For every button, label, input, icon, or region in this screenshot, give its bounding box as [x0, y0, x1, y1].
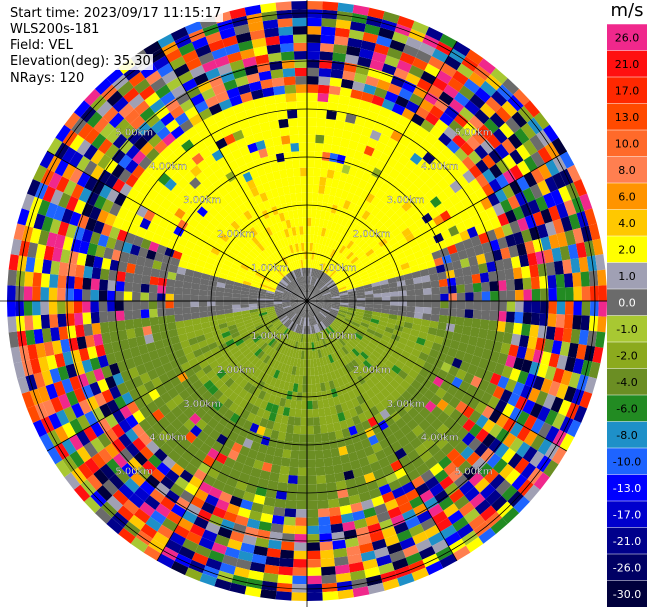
- range-label: 5.00km: [455, 467, 493, 478]
- range-label: 2.00km: [353, 229, 391, 240]
- field-label: Field: VEL: [8, 38, 75, 54]
- colorbar-tick-label: 10.0: [615, 137, 640, 150]
- colorbar-tick-label: -21.0: [613, 535, 641, 548]
- range-label: 1.00km: [319, 331, 357, 342]
- colorbar-tick-label: -4.0: [616, 376, 637, 389]
- elevation-label: Elevation(deg): 35.30: [8, 54, 153, 70]
- range-label: 1.00km: [251, 331, 289, 342]
- range-label: 4.00km: [149, 161, 187, 172]
- range-label: 4.00km: [149, 433, 187, 444]
- range-label: 5.00km: [115, 127, 153, 138]
- colorbar-tick-label: -2.0: [616, 349, 637, 362]
- range-label: 4.00km: [421, 161, 459, 172]
- colorbar-tick-label: 8.0: [618, 164, 636, 177]
- colorbar-tick-label: -10.0: [613, 455, 641, 468]
- range-label: 1.00km: [319, 263, 357, 274]
- range-label: 1.00km: [251, 263, 289, 274]
- nrays-label: NRays: 120: [8, 71, 86, 87]
- colorbar-tick-label: -1.0: [616, 323, 637, 336]
- colorbar-tick-label: -6.0: [616, 402, 637, 415]
- colorbar-tick-label: 0.0: [618, 296, 636, 309]
- colorbar-tick-label: -30.0: [613, 588, 641, 601]
- colorbar-tick-label: 13.0: [615, 111, 640, 124]
- range-label: 5.00km: [455, 127, 493, 138]
- range-label: 3.00km: [387, 399, 425, 410]
- colorbar-tick-label: 4.0: [618, 217, 636, 230]
- range-label: 2.00km: [353, 365, 391, 376]
- colorbar-tick-label: 2.0: [618, 243, 636, 256]
- colorbar-tick-label: 6.0: [618, 190, 636, 203]
- start-time-label: Start time: 2023/09/17 11:15:17: [8, 6, 223, 22]
- range-label: 4.00km: [421, 433, 459, 444]
- velocity-colorbar: 26.0 21.0 17.0 13.0 10.0 8.0 6.0 4.0 2.0 1.0 0.0 -1…: [607, 24, 647, 607]
- colorbar-tick-label: 26.0: [615, 31, 640, 44]
- colorbar-unit-label: m/s: [607, 0, 647, 21]
- range-label: 3.00km: [183, 195, 221, 206]
- range-label: 3.00km: [183, 399, 221, 410]
- colorbar-tick-label: 17.0: [615, 84, 640, 97]
- range-label: 3.00km: [387, 195, 425, 206]
- colorbar-tick-label: 1.0: [618, 270, 636, 283]
- range-label: 2.00km: [217, 365, 255, 376]
- colorbar-tick-label: -13.0: [613, 482, 641, 495]
- instrument-label: WLS200s-181: [8, 22, 101, 38]
- colorbar-tick-label: -8.0: [616, 429, 637, 442]
- colorbar-tick-label: -17.0: [613, 508, 641, 521]
- colorbar-tick-label: -26.0: [613, 561, 641, 574]
- colorbar-tick-label: 21.0: [615, 58, 640, 71]
- range-label: 2.00km: [217, 229, 255, 240]
- range-label: 5.00km: [115, 467, 153, 478]
